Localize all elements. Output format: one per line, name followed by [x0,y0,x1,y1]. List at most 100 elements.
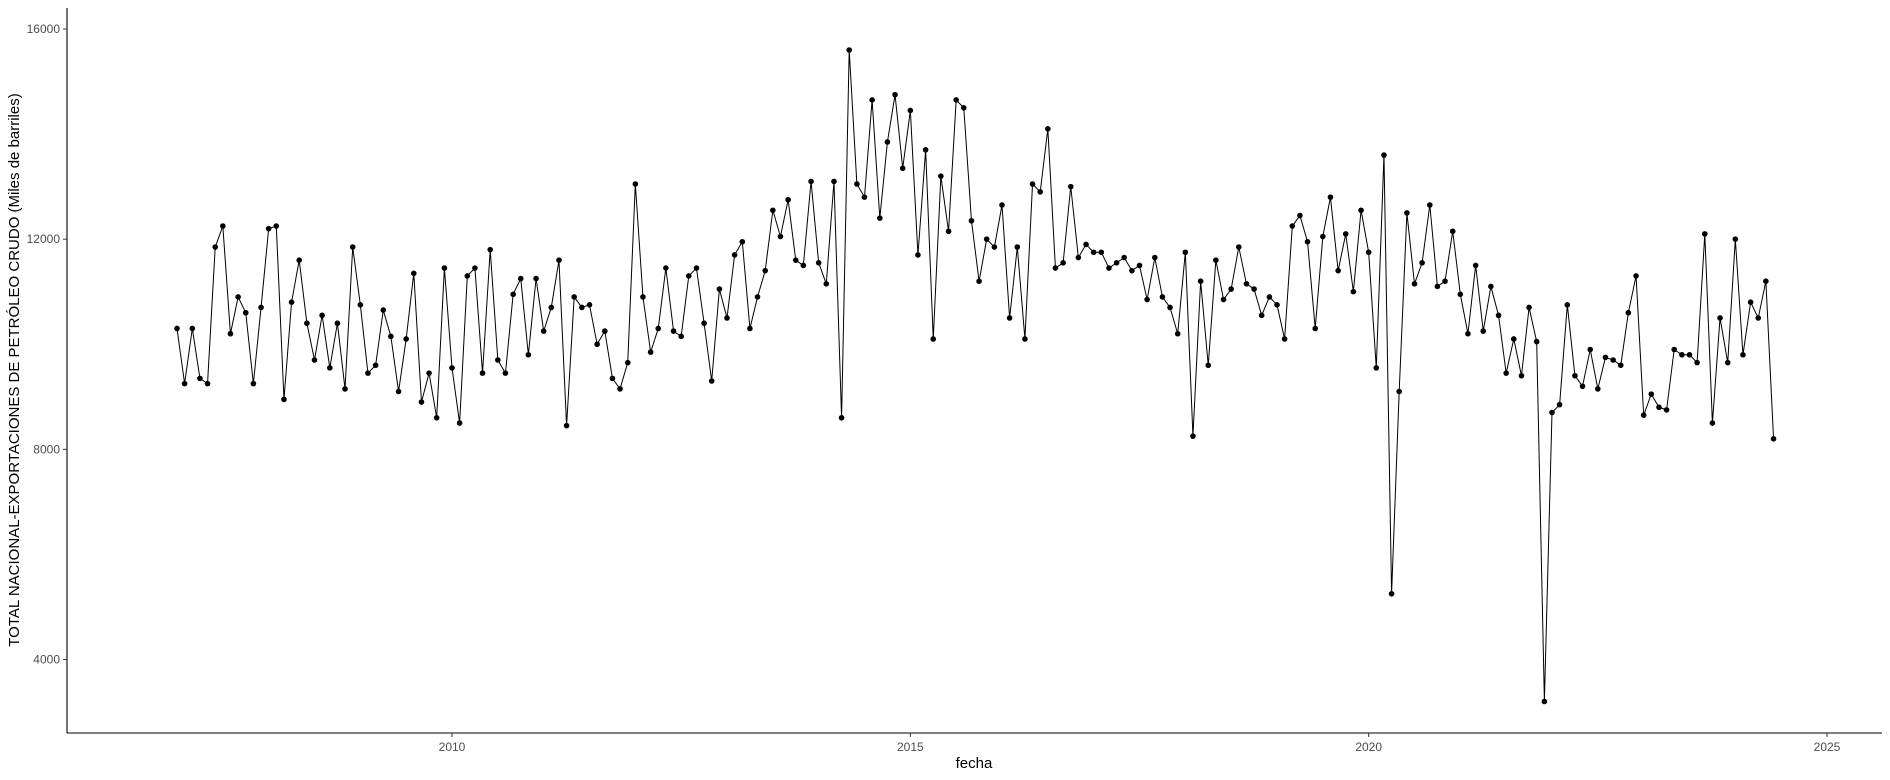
data-point [1335,267,1341,274]
data-point [1465,330,1471,337]
data-point [1595,386,1601,392]
data-point [1083,241,1089,248]
data-point [938,173,944,179]
data-point [304,320,310,327]
data-point [1694,359,1700,366]
data-point [716,286,723,292]
data-point [388,333,394,340]
data-point [1289,223,1296,229]
data-point [342,386,348,392]
data-point [1182,249,1189,256]
data-point [1274,302,1280,308]
data-point [1213,257,1219,263]
data-point [242,309,249,316]
data-point [815,260,822,266]
data-point [785,196,791,203]
data-point [174,325,180,332]
data-point [1640,412,1647,418]
data-point [777,233,784,240]
data-point [991,244,998,250]
data-point [1404,210,1410,216]
data-point [1121,254,1127,261]
data-point [1022,336,1028,342]
data-point [915,252,921,258]
data-point [181,380,188,387]
data-point [1747,299,1754,306]
data-point [983,236,990,242]
x-axis-title: fecha [956,755,993,772]
y-tick-label: 8000 [33,442,60,456]
data-point [365,370,371,376]
data-point [1434,283,1441,290]
data-point [632,181,639,187]
data-point [1228,286,1234,292]
data-point [1297,212,1303,219]
data-point [1174,330,1181,337]
data-point [1167,304,1173,311]
data-point [1419,260,1425,266]
data-point [1625,309,1632,316]
data-point [930,336,937,342]
data-point [770,207,776,214]
data-point [953,97,959,103]
y-tick-label: 12000 [27,232,61,246]
data-point [1220,296,1227,303]
data-point [1702,231,1708,237]
y-axis-title: TOTAL NACIONAL-EXPORTACIONES DE PETRÓLEO… [6,93,23,646]
data-point [189,325,196,332]
data-point [1052,265,1059,271]
data-point [1235,244,1242,250]
data-point [800,262,807,269]
data-point [265,225,272,232]
data-point [395,388,402,395]
data-point [426,370,432,376]
data-point [1495,312,1502,319]
data-point [517,275,524,282]
data-point [1480,328,1487,334]
data-point [1740,351,1746,358]
data-point [502,370,509,376]
data-point [472,265,478,271]
data-point [708,378,715,384]
data-point [441,265,448,271]
data-point [1518,372,1525,379]
data-point [1709,420,1716,426]
x-tick-label: 2025 [1814,740,1841,754]
data-point [464,273,471,279]
data-point [1342,231,1349,237]
data-point [288,299,295,306]
y-axis-ticks: 4000 8000 12000 16000 [27,22,67,666]
data-point [495,357,501,363]
data-point [1327,194,1334,200]
data-point [510,291,516,298]
data-point [1388,590,1395,597]
data-point [663,265,669,271]
data-point [693,265,700,271]
data-point [1098,249,1105,256]
data-point [571,294,577,300]
data-point [609,375,616,382]
data-point [1029,181,1036,187]
data-point [831,178,837,185]
data-point [1106,265,1112,271]
data-point [1014,244,1021,250]
data-point [1472,262,1479,269]
data-point [602,328,608,334]
data-point [1281,336,1288,342]
data-point [655,325,662,332]
data-point [1556,401,1563,408]
data-point [1564,302,1571,308]
data-point [319,312,325,319]
data-point [1457,291,1464,298]
data-point [1633,273,1639,279]
data-point [357,302,364,308]
data-point [1541,698,1548,705]
data-point [1006,315,1013,321]
data-point [1427,202,1433,208]
data-point [479,370,486,376]
data-point [380,307,387,313]
data-point [640,294,646,300]
data-point [762,267,769,274]
data-point [1304,238,1311,245]
